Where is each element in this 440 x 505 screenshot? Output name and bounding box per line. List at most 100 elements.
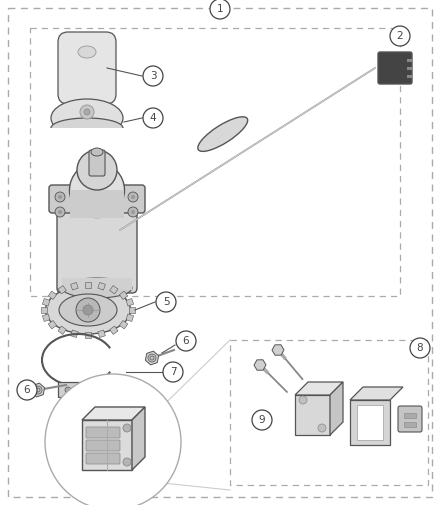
Bar: [48, 321, 57, 329]
Circle shape: [55, 207, 65, 217]
Circle shape: [45, 374, 181, 505]
FancyBboxPatch shape: [58, 32, 116, 104]
Ellipse shape: [51, 118, 123, 138]
Circle shape: [34, 386, 42, 394]
Bar: [129, 307, 135, 313]
FancyBboxPatch shape: [86, 453, 120, 464]
Bar: [58, 326, 66, 334]
Text: 7: 7: [170, 367, 176, 377]
Circle shape: [210, 0, 230, 19]
FancyBboxPatch shape: [49, 185, 145, 213]
FancyBboxPatch shape: [398, 406, 422, 432]
Circle shape: [156, 292, 176, 312]
Circle shape: [143, 108, 163, 128]
Polygon shape: [350, 387, 403, 400]
Polygon shape: [82, 420, 132, 470]
Polygon shape: [295, 382, 343, 395]
Bar: [30, 28, 400, 296]
Polygon shape: [357, 405, 383, 440]
Text: 4: 4: [150, 113, 156, 123]
FancyBboxPatch shape: [86, 427, 120, 438]
Circle shape: [58, 210, 62, 214]
Bar: [42, 298, 50, 306]
Circle shape: [65, 387, 71, 393]
Circle shape: [150, 356, 154, 360]
Circle shape: [131, 195, 135, 199]
Circle shape: [80, 105, 94, 119]
Bar: [126, 314, 134, 322]
Bar: [98, 330, 105, 337]
Bar: [110, 326, 118, 334]
Bar: [42, 314, 50, 322]
Circle shape: [128, 207, 138, 217]
Text: 6: 6: [24, 385, 30, 395]
Circle shape: [148, 354, 156, 362]
Ellipse shape: [59, 294, 117, 326]
Bar: [407, 67, 413, 70]
Circle shape: [84, 109, 90, 115]
FancyBboxPatch shape: [58, 382, 100, 397]
Bar: [98, 282, 105, 290]
Circle shape: [143, 66, 163, 86]
Circle shape: [85, 387, 91, 393]
Ellipse shape: [51, 99, 123, 137]
Circle shape: [299, 396, 307, 404]
Bar: [41, 307, 47, 313]
Bar: [62, 278, 132, 290]
Text: 9: 9: [259, 415, 265, 425]
Ellipse shape: [62, 278, 132, 298]
Ellipse shape: [91, 148, 103, 156]
Circle shape: [128, 192, 138, 202]
Bar: [407, 75, 413, 77]
Circle shape: [176, 331, 196, 351]
Circle shape: [36, 388, 40, 392]
Bar: [407, 59, 413, 62]
Bar: [85, 282, 91, 288]
FancyBboxPatch shape: [89, 150, 105, 176]
Circle shape: [163, 362, 183, 382]
Bar: [50, 128, 124, 148]
Ellipse shape: [70, 163, 125, 218]
Bar: [70, 190, 124, 218]
Circle shape: [17, 380, 37, 400]
Text: 1: 1: [216, 4, 224, 14]
Circle shape: [55, 192, 65, 202]
Circle shape: [410, 338, 430, 358]
FancyBboxPatch shape: [57, 193, 137, 293]
Text: 3: 3: [150, 71, 156, 81]
Circle shape: [58, 195, 62, 199]
Bar: [404, 422, 416, 427]
Bar: [119, 321, 128, 329]
Polygon shape: [330, 382, 343, 435]
Polygon shape: [350, 400, 390, 445]
Circle shape: [131, 210, 135, 214]
Bar: [58, 286, 66, 294]
Polygon shape: [295, 395, 330, 435]
Polygon shape: [132, 407, 145, 470]
Bar: [110, 286, 118, 294]
FancyBboxPatch shape: [378, 52, 412, 84]
Text: 8: 8: [417, 343, 423, 353]
Circle shape: [123, 458, 131, 466]
Bar: [71, 330, 78, 337]
Text: 6: 6: [183, 336, 189, 346]
Bar: [48, 291, 57, 299]
Bar: [404, 413, 416, 418]
Ellipse shape: [45, 286, 131, 334]
Circle shape: [83, 305, 93, 315]
Text: 2: 2: [397, 31, 403, 41]
Circle shape: [76, 298, 100, 322]
Ellipse shape: [198, 117, 248, 152]
Circle shape: [77, 150, 117, 190]
Bar: [71, 282, 78, 290]
Text: 5: 5: [163, 297, 169, 307]
Bar: [119, 291, 128, 299]
Circle shape: [318, 424, 326, 432]
Ellipse shape: [78, 46, 96, 58]
Circle shape: [123, 424, 131, 432]
Circle shape: [252, 410, 272, 430]
Bar: [126, 298, 134, 306]
Bar: [230, 340, 428, 485]
FancyBboxPatch shape: [86, 440, 120, 451]
Polygon shape: [82, 407, 145, 420]
